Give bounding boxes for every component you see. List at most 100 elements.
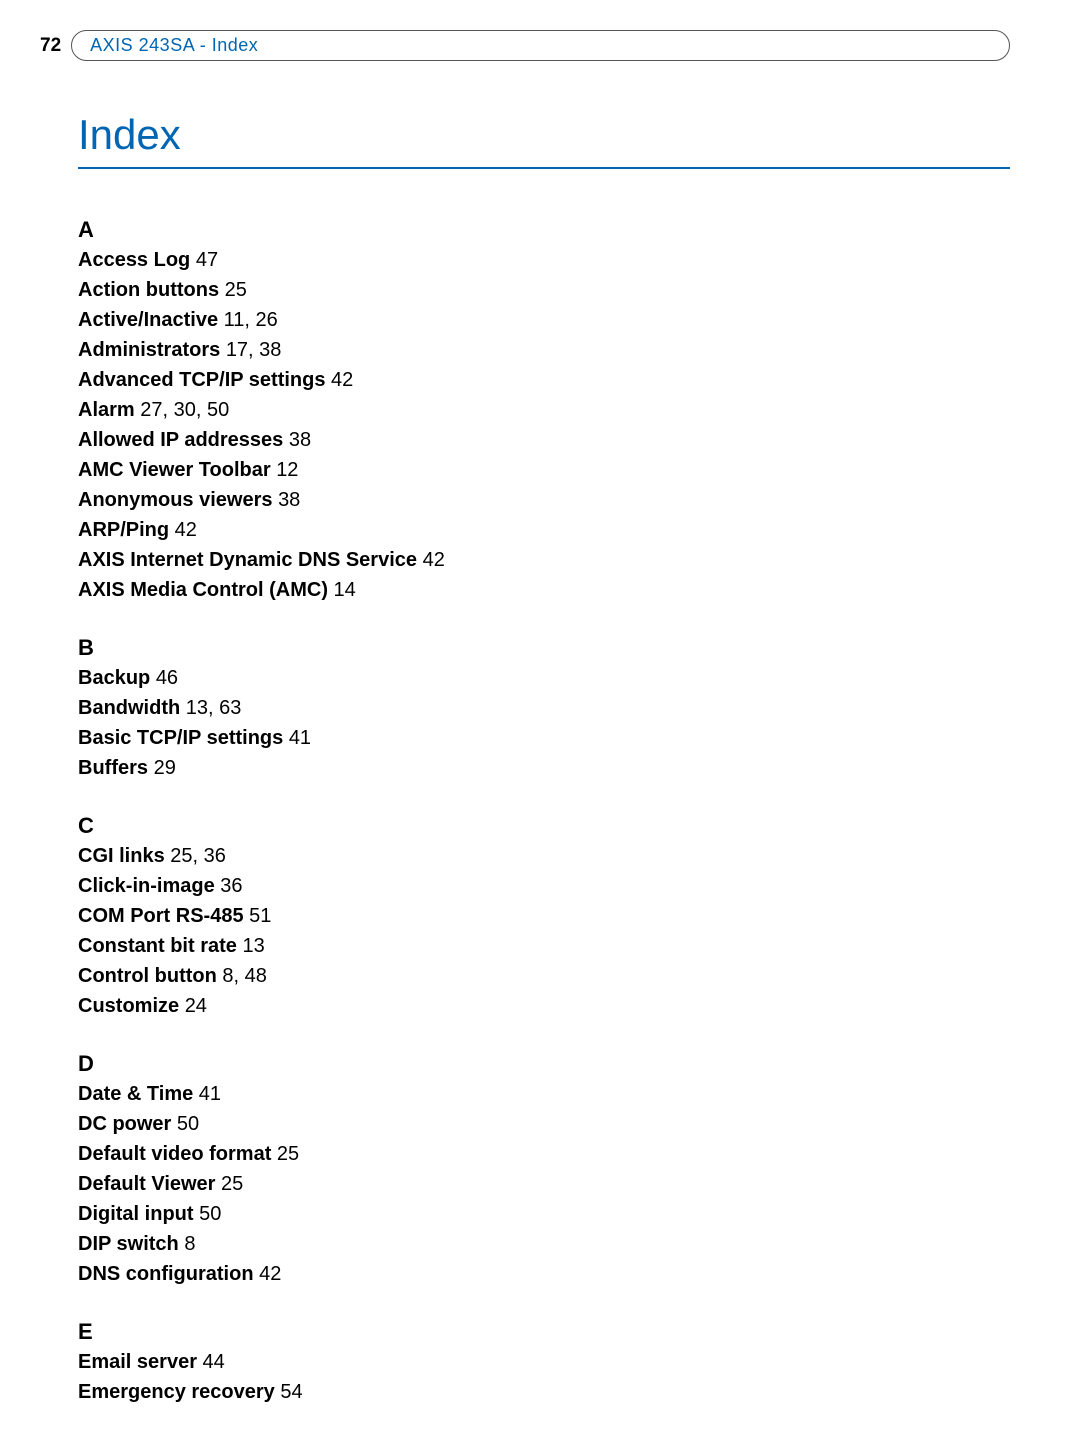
entry-pages: 13, 63 bbox=[186, 697, 242, 719]
entry-term: AMC Viewer Toolbar bbox=[78, 459, 276, 481]
index-entry: Customize 24 bbox=[78, 991, 1010, 1021]
index-entry: Email server 44 bbox=[78, 1347, 1010, 1377]
entry-term: COM Port RS-485 bbox=[78, 905, 249, 927]
entry-term: DC power bbox=[78, 1113, 177, 1135]
index-entry: Anonymous viewers 38 bbox=[78, 485, 1010, 515]
entry-term: Default Viewer bbox=[78, 1173, 221, 1195]
entry-pages: 8 bbox=[184, 1233, 195, 1255]
index-entry: Backup 46 bbox=[78, 663, 1010, 693]
entry-pages: 14 bbox=[334, 579, 356, 601]
entry-pages: 41 bbox=[199, 1083, 221, 1105]
entry-term: Control button bbox=[78, 965, 222, 987]
entry-pages: 47 bbox=[196, 249, 218, 271]
index-entry: DNS configuration 42 bbox=[78, 1259, 1010, 1289]
entry-term: Backup bbox=[78, 667, 156, 689]
entry-term: Alarm bbox=[78, 399, 140, 421]
entry-pages: 51 bbox=[249, 905, 271, 927]
entry-pages: 11, 26 bbox=[224, 309, 278, 331]
entry-pages: 8, 48 bbox=[222, 965, 266, 987]
index-entry: Default Viewer 25 bbox=[78, 1169, 1010, 1199]
entry-term: Constant bit rate bbox=[78, 935, 242, 957]
entry-pages: 42 bbox=[259, 1263, 281, 1285]
index-entry: COM Port RS-485 51 bbox=[78, 901, 1010, 931]
index-entry: DIP switch 8 bbox=[78, 1229, 1010, 1259]
index-entry: Administrators 17, 38 bbox=[78, 335, 1010, 365]
entry-term: Action buttons bbox=[78, 279, 225, 301]
letter-heading: A bbox=[78, 217, 1010, 243]
entry-pages: 42 bbox=[423, 549, 445, 571]
entry-pages: 46 bbox=[156, 667, 178, 689]
index-entry: Bandwidth 13, 63 bbox=[78, 693, 1010, 723]
index-entry: Constant bit rate 13 bbox=[78, 931, 1010, 961]
entry-term: Default video format bbox=[78, 1143, 277, 1165]
entry-term: Click-in-image bbox=[78, 875, 220, 897]
entry-term: Bandwidth bbox=[78, 697, 186, 719]
entry-term: Digital input bbox=[78, 1203, 199, 1225]
index-entry: Buffers 29 bbox=[78, 753, 1010, 783]
entry-pages: 50 bbox=[199, 1203, 221, 1225]
header-breadcrumb-pill: AXIS 243SA - Index bbox=[71, 30, 1010, 61]
letter-heading: E bbox=[78, 1319, 1010, 1345]
entry-pages: 12 bbox=[276, 459, 298, 481]
entry-term: Allowed IP addresses bbox=[78, 429, 289, 451]
entry-term: AXIS Media Control (AMC) bbox=[78, 579, 334, 601]
index-entry: DC power 50 bbox=[78, 1109, 1010, 1139]
entry-pages: 29 bbox=[154, 757, 176, 779]
index-entry: Action buttons 25 bbox=[78, 275, 1010, 305]
index-entry: Basic TCP/IP settings 41 bbox=[78, 723, 1010, 753]
entry-term: Anonymous viewers bbox=[78, 489, 278, 511]
index-entry: Alarm 27, 30, 50 bbox=[78, 395, 1010, 425]
index-entry: Allowed IP addresses 38 bbox=[78, 425, 1010, 455]
page-number: 72 bbox=[40, 35, 61, 57]
index-entry: AMC Viewer Toolbar 12 bbox=[78, 455, 1010, 485]
index-entry: AXIS Internet Dynamic DNS Service 42 bbox=[78, 545, 1010, 575]
entry-term: AXIS Internet Dynamic DNS Service bbox=[78, 549, 423, 571]
entry-pages: 42 bbox=[331, 369, 353, 391]
entry-term: ARP/Ping bbox=[78, 519, 175, 541]
index-entry: ARP/Ping 42 bbox=[78, 515, 1010, 545]
entry-pages: 25 bbox=[221, 1173, 243, 1195]
index-entry: Advanced TCP/IP settings 42 bbox=[78, 365, 1010, 395]
entry-term: Administrators bbox=[78, 339, 226, 361]
entry-term: Emergency recovery bbox=[78, 1381, 280, 1403]
entry-pages: 44 bbox=[203, 1351, 225, 1373]
entry-pages: 36 bbox=[220, 875, 242, 897]
entry-term: Buffers bbox=[78, 757, 154, 779]
index-entry: CGI links 25, 36 bbox=[78, 841, 1010, 871]
entry-pages: 13 bbox=[242, 935, 264, 957]
entry-term: Basic TCP/IP settings bbox=[78, 727, 289, 749]
letter-heading: D bbox=[78, 1051, 1010, 1077]
entry-pages: 25 bbox=[225, 279, 247, 301]
index-entry: Active/Inactive 11, 26 bbox=[78, 305, 1010, 335]
index-entry: Default video format 25 bbox=[78, 1139, 1010, 1169]
entry-term: DIP switch bbox=[78, 1233, 184, 1255]
entry-pages: 42 bbox=[175, 519, 197, 541]
entry-pages: 38 bbox=[278, 489, 300, 511]
title-underline bbox=[78, 167, 1010, 169]
index-entry: Date & Time 41 bbox=[78, 1079, 1010, 1109]
entry-term: Date & Time bbox=[78, 1083, 199, 1105]
entry-term: Access Log bbox=[78, 249, 196, 271]
index-entry: Control button 8, 48 bbox=[78, 961, 1010, 991]
entry-term: Advanced TCP/IP settings bbox=[78, 369, 331, 391]
index-content: AAccess Log 47Action buttons 25Active/In… bbox=[78, 217, 1010, 1407]
entry-pages: 41 bbox=[289, 727, 311, 749]
letter-heading: B bbox=[78, 635, 1010, 661]
entry-term: DNS configuration bbox=[78, 1263, 259, 1285]
entry-pages: 50 bbox=[177, 1113, 199, 1135]
entry-term: Email server bbox=[78, 1351, 203, 1373]
entry-pages: 25, 36 bbox=[170, 845, 226, 867]
entry-pages: 17, 38 bbox=[226, 339, 282, 361]
entry-pages: 38 bbox=[289, 429, 311, 451]
index-entry: Digital input 50 bbox=[78, 1199, 1010, 1229]
entry-term: Customize bbox=[78, 995, 185, 1017]
header-row: 72 AXIS 243SA - Index bbox=[40, 30, 1010, 61]
breadcrumb-text: AXIS 243SA - Index bbox=[90, 35, 258, 55]
entry-pages: 54 bbox=[280, 1381, 302, 1403]
letter-heading: C bbox=[78, 813, 1010, 839]
index-entry: Access Log 47 bbox=[78, 245, 1010, 275]
page-title: Index bbox=[78, 111, 1010, 159]
entry-pages: 27, 30, 50 bbox=[140, 399, 229, 421]
entry-pages: 25 bbox=[277, 1143, 299, 1165]
entry-pages: 24 bbox=[185, 995, 207, 1017]
